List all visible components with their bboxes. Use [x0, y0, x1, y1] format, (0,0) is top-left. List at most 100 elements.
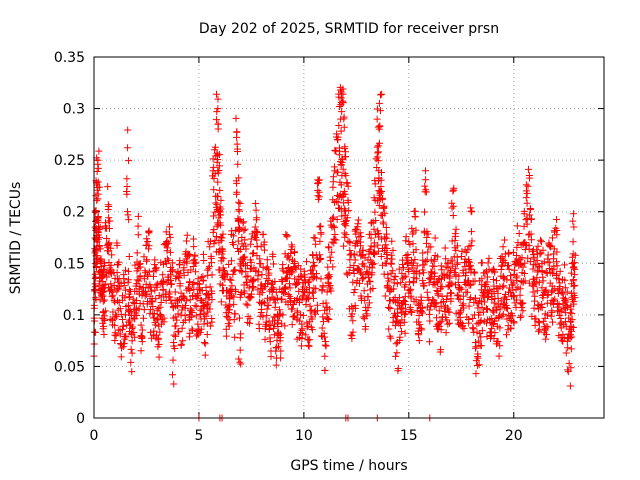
data-point — [379, 218, 387, 226]
data-point — [469, 324, 477, 332]
data-point — [302, 258, 310, 266]
data-point — [543, 269, 551, 277]
data-point — [510, 293, 518, 301]
data-point — [212, 199, 220, 207]
data-point — [281, 250, 289, 258]
data-point — [562, 349, 570, 357]
data-point — [362, 303, 370, 311]
data-point — [163, 255, 171, 263]
data-point — [538, 238, 546, 246]
data-point — [133, 258, 141, 266]
data-point — [513, 243, 521, 251]
data-point — [428, 269, 436, 277]
data-point — [213, 201, 221, 209]
data-point — [125, 293, 133, 301]
data-point — [281, 275, 289, 283]
data-point — [154, 336, 162, 344]
data-point — [341, 145, 349, 153]
data-point — [393, 309, 401, 317]
data-point — [568, 309, 576, 317]
data-point — [111, 321, 119, 329]
data-point — [248, 230, 256, 238]
data-point — [427, 300, 435, 308]
data-point — [408, 224, 416, 232]
data-point — [192, 312, 200, 320]
x-tick-label: 0 — [90, 428, 99, 444]
data-point — [407, 294, 415, 302]
data-point — [450, 186, 458, 194]
data-point — [536, 326, 544, 334]
data-point — [241, 236, 249, 244]
data-point — [548, 308, 556, 316]
data-point — [515, 256, 523, 264]
data-point — [321, 366, 329, 374]
data-point — [330, 239, 338, 247]
data-point — [193, 303, 201, 311]
data-point — [467, 294, 475, 302]
data-point — [270, 331, 278, 339]
data-point — [264, 294, 272, 302]
data-point — [182, 255, 190, 263]
data-point — [556, 320, 564, 328]
data-point — [145, 227, 153, 235]
data-point — [500, 299, 508, 307]
x-tick-label: 15 — [400, 428, 418, 444]
data-point — [230, 267, 238, 275]
data-point — [444, 264, 452, 272]
data-point — [327, 287, 335, 295]
data-point — [516, 313, 524, 321]
data-point — [94, 215, 102, 223]
data-point — [365, 230, 373, 238]
data-point — [340, 220, 348, 228]
data-point — [476, 318, 484, 326]
x-tick-label: 5 — [194, 428, 203, 444]
data-point — [297, 328, 305, 336]
data-point — [522, 194, 530, 202]
data-point — [137, 347, 145, 355]
data-point — [549, 287, 557, 295]
data-point — [225, 260, 233, 268]
data-point — [569, 277, 577, 285]
data-point — [310, 294, 318, 302]
data-point — [420, 269, 428, 277]
data-point — [418, 304, 426, 312]
data-point — [420, 282, 428, 290]
data-point — [119, 322, 127, 330]
data-point — [306, 302, 314, 310]
data-point — [346, 263, 354, 271]
data-point — [183, 231, 191, 239]
data-point — [507, 272, 514, 280]
data-point — [214, 105, 222, 113]
data-point — [558, 289, 566, 297]
data-point — [549, 297, 557, 305]
data-point — [227, 276, 235, 284]
data-point — [505, 288, 513, 296]
data-point — [443, 292, 451, 300]
data-point — [189, 263, 197, 271]
data-point — [446, 268, 454, 276]
data-point — [249, 283, 257, 291]
data-point — [479, 288, 487, 296]
data-point — [570, 291, 578, 299]
data-point — [211, 143, 219, 151]
data-point — [284, 290, 292, 298]
data-point — [233, 140, 241, 148]
data-point — [159, 271, 167, 279]
data-point — [564, 335, 572, 343]
data-point — [571, 281, 579, 289]
data-point — [488, 332, 496, 340]
data-point — [548, 282, 556, 290]
data-point — [152, 264, 160, 272]
data-point — [553, 271, 561, 279]
data-point — [276, 310, 284, 318]
data-point — [319, 300, 327, 308]
data-point — [254, 275, 262, 283]
data-point — [531, 321, 539, 329]
data-point — [468, 237, 476, 245]
data-point — [568, 253, 576, 261]
data-point — [571, 259, 579, 267]
data-point — [100, 281, 108, 289]
data-point — [122, 266, 130, 274]
data-point — [137, 321, 145, 329]
data-point — [481, 298, 489, 306]
